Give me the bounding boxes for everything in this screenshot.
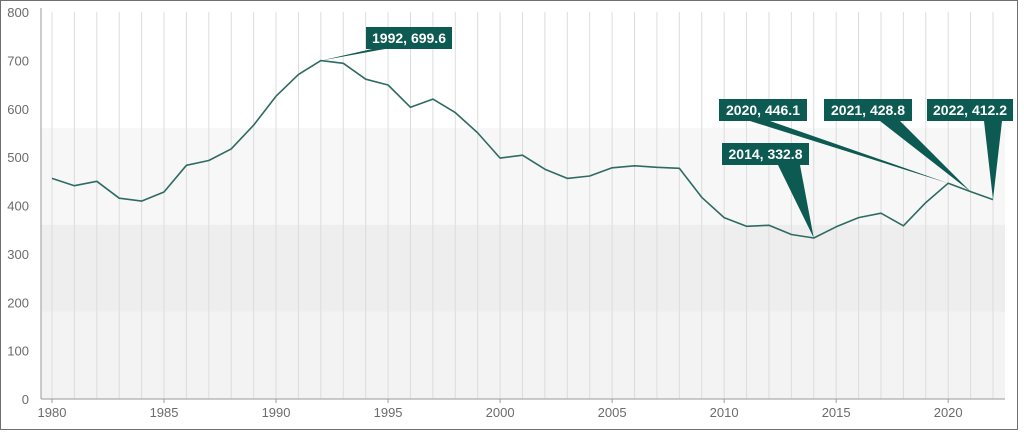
y-tick-label: 800 (7, 5, 29, 20)
callout-pointer (880, 121, 971, 192)
callout-label: 2022, 412.2 (933, 102, 1007, 118)
y-tick-label: 500 (7, 150, 29, 165)
x-tick-label: 1995 (374, 405, 403, 420)
callout-label: 1992, 699.6 (372, 30, 446, 46)
callout-box (719, 99, 807, 121)
callout-label: 2021, 428.8 (831, 102, 905, 118)
callout-box (366, 27, 452, 49)
x-tick-label: 1990 (262, 405, 291, 420)
x-axis-ticks: 1980 1985 1990 1995 2000 2005 2010 2015 2020 (38, 399, 963, 420)
x-tick-label: 2000 (486, 405, 515, 420)
callout-pointer (320, 49, 385, 61)
callout-pointer (984, 121, 1002, 200)
y-tick-label: 200 (7, 295, 29, 310)
axes (40, 8, 1005, 400)
y-tick-label: 400 (7, 199, 29, 214)
series-layer (51, 59, 994, 239)
x-tick-label: 2010 (710, 405, 739, 420)
y-tick-label: 700 (7, 53, 29, 68)
callouts: 1992, 699.6 2014, 332.8 2020, 446.1 2021, 4… (320, 27, 1013, 239)
callout-pointer (778, 165, 814, 239)
y-axis-ticks: 0 100 200 300 400 500 600 700 800 (7, 5, 29, 407)
x-tick-label: 1985 (150, 405, 179, 420)
x-tick-label: 2005 (598, 405, 627, 420)
y-tick-label: 0 (22, 392, 29, 407)
callout-label: 2014, 332.8 (729, 146, 803, 162)
y-tick-label: 100 (7, 344, 29, 359)
callout-pointer (750, 121, 949, 184)
x-tick-label: 2020 (934, 405, 963, 420)
callout-label: 2020, 446.1 (726, 102, 800, 118)
series-line (51, 59, 994, 239)
x-tick-label: 1980 (38, 405, 67, 420)
y-tick-label: 300 (7, 247, 29, 262)
callout-box (722, 143, 809, 165)
callout-box (927, 99, 1013, 121)
grid-lines (51, 12, 994, 399)
callout-box (824, 99, 912, 121)
x-tick-label: 2015 (822, 405, 851, 420)
y-tick-label: 600 (7, 102, 29, 117)
